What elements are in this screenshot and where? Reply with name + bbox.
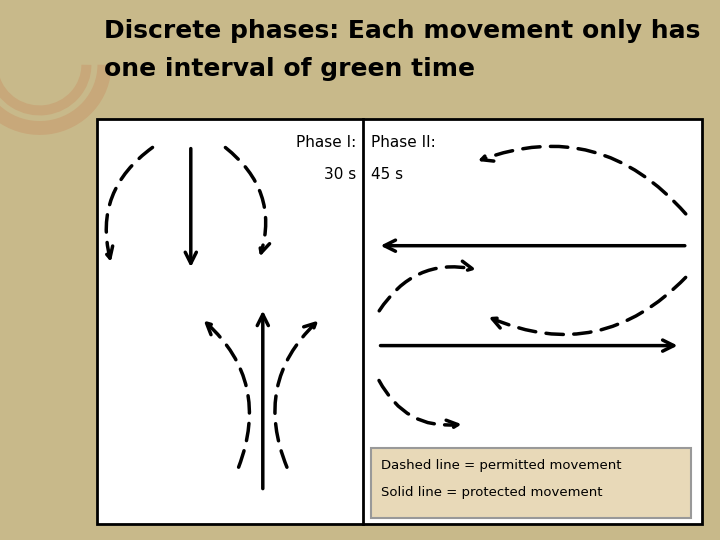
FancyArrowPatch shape bbox=[207, 323, 249, 467]
FancyArrowPatch shape bbox=[379, 261, 472, 311]
Text: Dashed line = permitted movement: Dashed line = permitted movement bbox=[382, 459, 622, 472]
Bar bbox=[97, 119, 702, 524]
FancyArrowPatch shape bbox=[185, 148, 197, 264]
Text: Solid line = protected movement: Solid line = protected movement bbox=[382, 486, 603, 499]
FancyArrowPatch shape bbox=[379, 381, 458, 431]
Bar bbox=[371, 448, 691, 518]
FancyArrowPatch shape bbox=[102, 147, 153, 258]
Text: one interval of green time: one interval of green time bbox=[104, 57, 475, 80]
FancyArrowPatch shape bbox=[225, 147, 269, 253]
Text: Phase II:: Phase II: bbox=[371, 135, 436, 150]
FancyArrowPatch shape bbox=[257, 314, 269, 489]
FancyArrowPatch shape bbox=[492, 278, 685, 334]
Text: 45 s: 45 s bbox=[371, 167, 402, 183]
Text: Phase I:: Phase I: bbox=[296, 135, 356, 150]
FancyArrowPatch shape bbox=[482, 146, 685, 214]
Text: Discrete phases: Each movement only has: Discrete phases: Each movement only has bbox=[104, 19, 701, 43]
FancyArrowPatch shape bbox=[275, 323, 315, 467]
FancyArrowPatch shape bbox=[380, 340, 674, 351]
FancyArrowPatch shape bbox=[384, 240, 685, 251]
Text: 30 s: 30 s bbox=[324, 167, 356, 183]
